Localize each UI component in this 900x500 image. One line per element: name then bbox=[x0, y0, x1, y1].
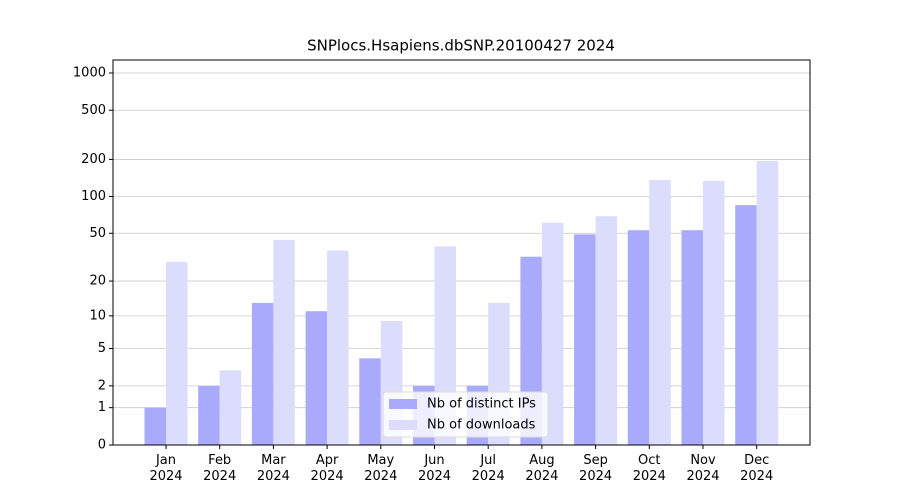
y-tick-label: 20 bbox=[89, 274, 106, 289]
bar bbox=[144, 407, 166, 445]
bar bbox=[756, 161, 779, 445]
bar bbox=[627, 230, 650, 445]
x-tick-label: May 2024 bbox=[364, 453, 398, 484]
bar bbox=[359, 358, 381, 445]
bar bbox=[541, 222, 564, 445]
bar bbox=[166, 261, 188, 445]
legend-label: Nb of downloads bbox=[427, 418, 536, 433]
x-tick-label: Jan 2024 bbox=[149, 453, 183, 484]
y-tick-label: 2 bbox=[98, 378, 106, 393]
bar bbox=[735, 205, 757, 445]
plot-frame bbox=[112, 59, 811, 446]
x-tick-label: Feb 2024 bbox=[203, 453, 237, 484]
y-tick-label: 100 bbox=[81, 189, 106, 204]
x-tick-label: Dec 2024 bbox=[740, 453, 774, 484]
bar bbox=[273, 240, 295, 445]
x-tick-label: Jun 2024 bbox=[417, 453, 452, 484]
legend-box bbox=[382, 391, 549, 438]
x-tick-label: Sep 2024 bbox=[579, 453, 613, 484]
chart-title: SNPlocs.Hsapiens.dbSNP.20100427 2024 bbox=[307, 37, 615, 55]
y-tick-label: 1000 bbox=[73, 65, 106, 80]
bar bbox=[219, 370, 242, 445]
x-tick-label: Nov 2024 bbox=[686, 453, 720, 484]
bar bbox=[703, 180, 725, 445]
bar bbox=[681, 230, 703, 445]
y-tick-label: 5 bbox=[98, 341, 106, 356]
y-tick-label: 200 bbox=[81, 152, 106, 167]
bar bbox=[595, 216, 618, 445]
y-tick-label: 500 bbox=[81, 103, 106, 118]
x-tick-label: Oct 2024 bbox=[632, 453, 666, 484]
x-tick-label: Mar 2024 bbox=[256, 453, 290, 484]
y-tick-label: 50 bbox=[89, 226, 106, 241]
bar bbox=[574, 234, 596, 445]
y-tick-label: 10 bbox=[89, 308, 106, 323]
x-tick-label: Jul 2024 bbox=[471, 453, 505, 484]
y-tick-label: 1 bbox=[98, 400, 106, 415]
bar bbox=[327, 250, 349, 445]
x-tick-label: Aug 2024 bbox=[525, 453, 559, 484]
legend-swatch bbox=[389, 420, 417, 430]
legend-label: Nb of distinct IPs bbox=[427, 397, 536, 412]
bars bbox=[144, 161, 779, 445]
legend: Nb of distinct IPs Nb of downloads bbox=[382, 391, 549, 438]
legend-swatch bbox=[389, 399, 417, 409]
y-tick-label: 0 bbox=[98, 438, 106, 453]
x-tick-label: Apr 2024 bbox=[310, 453, 344, 484]
bar bbox=[198, 385, 220, 445]
bar bbox=[649, 180, 671, 445]
bar bbox=[305, 311, 328, 445]
bar bbox=[251, 302, 274, 445]
